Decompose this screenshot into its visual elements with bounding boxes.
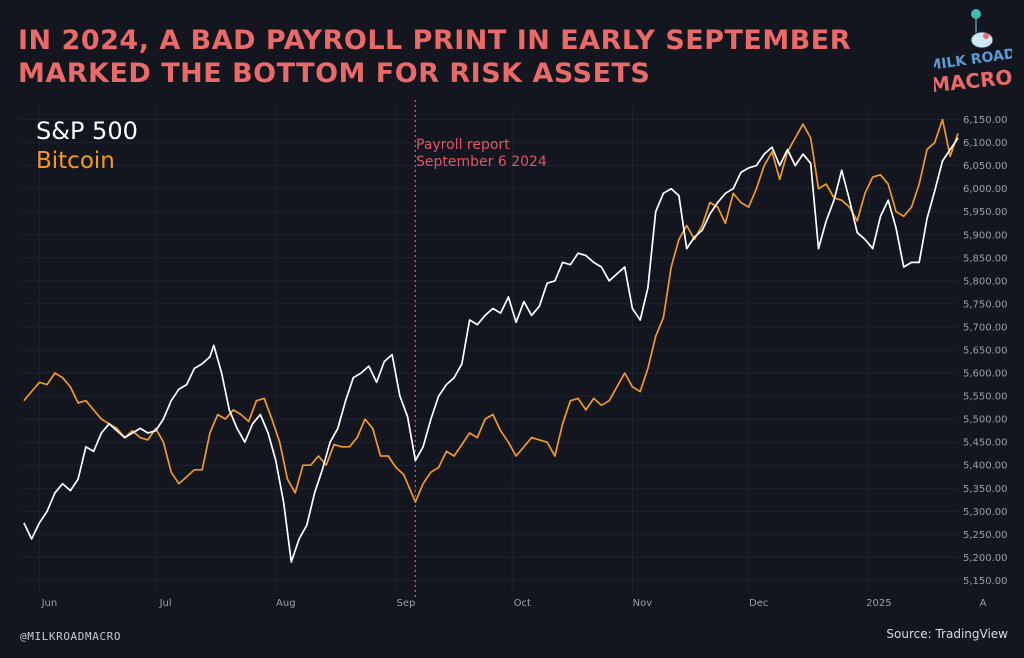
payroll-annotation: Payroll report September 6 2024 [416, 137, 547, 171]
y-tick-label: 5,150.00 [963, 576, 1008, 587]
axis-corner-label: A [980, 598, 987, 609]
logo-balloon-icon [971, 9, 981, 19]
y-tick-label: 5,650.00 [963, 346, 1008, 357]
y-tick-label: 5,600.00 [963, 369, 1008, 380]
y-tick-label: 6,150.00 [963, 115, 1008, 126]
y-tick-label: 6,000.00 [963, 184, 1008, 195]
x-axis: Jun Jul Aug Sep Oct Nov Dec 2025 [41, 598, 892, 609]
x-tick-label: Nov [633, 598, 653, 609]
footer-source: Source: TradingView [886, 627, 1008, 641]
legend-item-sp500: S&P 500 [36, 117, 138, 145]
y-tick-label: 5,550.00 [963, 392, 1008, 403]
y-tick-label: 5,200.00 [963, 553, 1008, 564]
x-tick-label: Sep [397, 598, 416, 609]
y-tick-label: 5,850.00 [963, 253, 1008, 264]
annotation-line-2: September 6 2024 [416, 154, 547, 170]
x-tick-label: Dec [749, 598, 768, 609]
y-tick-label: 5,750.00 [963, 299, 1008, 310]
legend-item-bitcoin: Bitcoin [36, 148, 115, 174]
y-tick-label: 5,700.00 [963, 322, 1008, 333]
x-tick-label: Jul [159, 598, 172, 609]
series-group [23, 118, 959, 563]
y-tick-label: 5,900.00 [963, 230, 1008, 241]
y-tick-label: 5,950.00 [963, 207, 1008, 218]
x-tick-label: Oct [514, 598, 531, 609]
y-tick-label: 6,100.00 [963, 138, 1008, 149]
y-tick-label: 5,800.00 [963, 276, 1008, 287]
milk-road-macro-logo: MILK ROAD MACRO [934, 9, 1012, 94]
y-axis: 5,150.00 5,200.00 5,250.00 5,300.00 5,350.00… [963, 115, 1008, 587]
y-tick-label: 5,350.00 [963, 484, 1008, 495]
footer-handle: @MILKROADMACRO [20, 630, 122, 643]
annotation-line-1: Payroll report [416, 137, 510, 153]
x-tick-label: Jun [41, 598, 58, 609]
sp500-line [23, 137, 959, 563]
y-tick-label: 5,500.00 [963, 415, 1008, 426]
chart-title: IN 2024, A BAD PAYROLL PRINT IN EARLY SE… [18, 24, 851, 90]
y-tick-label: 6,050.00 [963, 161, 1008, 172]
y-tick-label: 5,250.00 [963, 530, 1008, 541]
title-line-2: MARKED THE BOTTOM FOR RISK ASSETS [18, 58, 651, 89]
x-tick-label: Aug [276, 598, 296, 609]
bitcoin-line [23, 118, 959, 503]
y-tick-label: 5,300.00 [963, 507, 1008, 518]
title-line-1: IN 2024, A BAD PAYROLL PRINT IN EARLY SE… [18, 25, 852, 56]
y-tick-label: 5,400.00 [963, 461, 1008, 472]
x-tick-label: 2025 [866, 598, 891, 609]
y-tick-label: 5,450.00 [963, 438, 1008, 449]
grid [20, 108, 958, 592]
legend: S&P 500 Bitcoin [36, 116, 138, 176]
